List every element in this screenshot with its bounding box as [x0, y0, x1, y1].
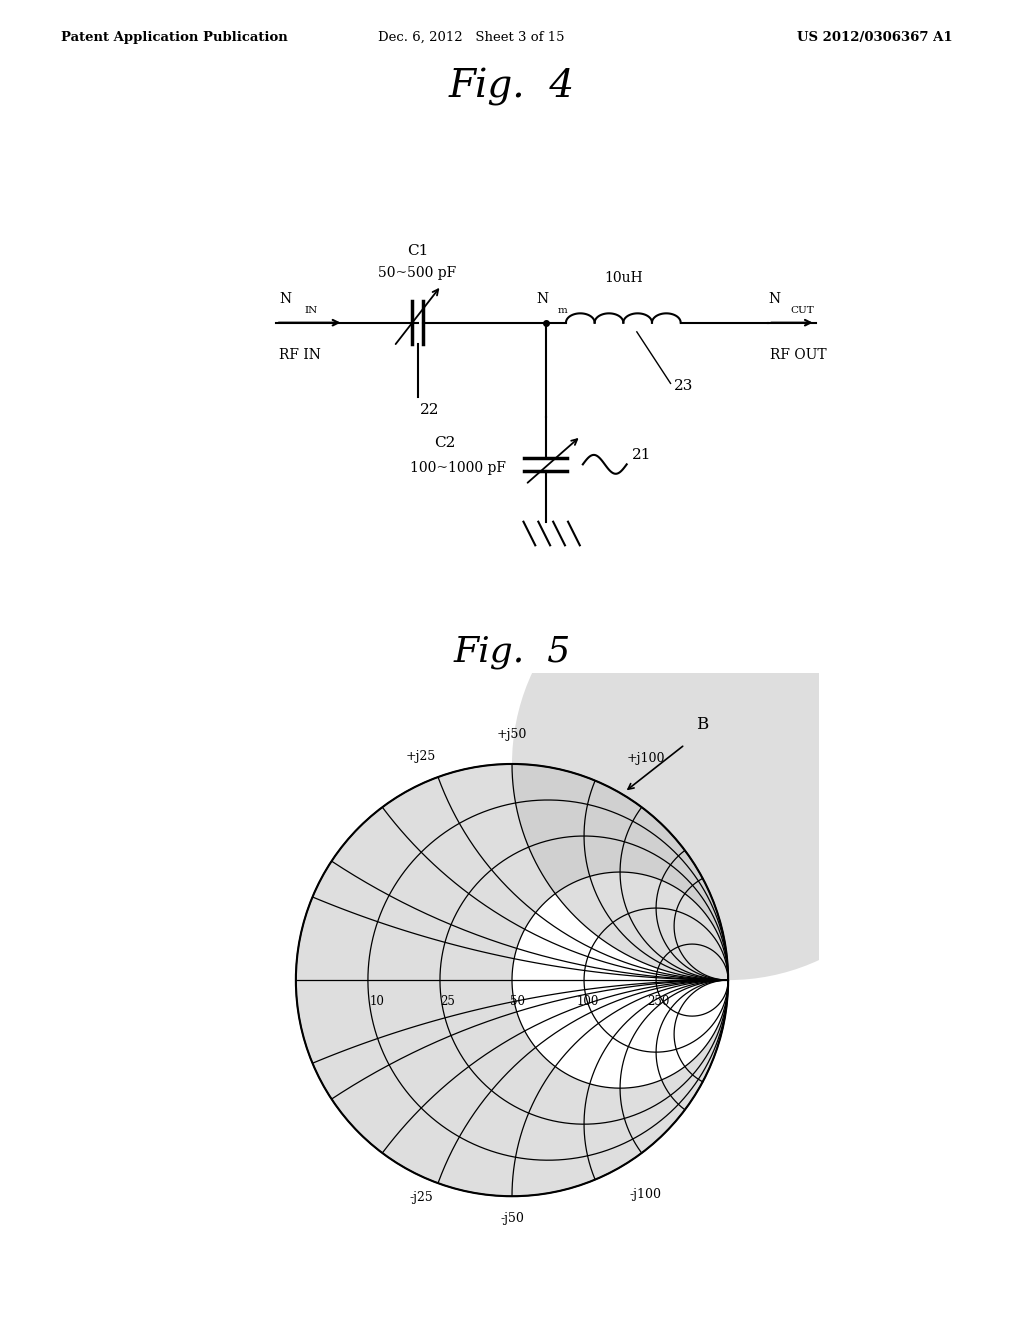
Text: 21: 21	[632, 447, 651, 462]
Text: 100: 100	[577, 995, 599, 1008]
Text: Fig.  4: Fig. 4	[449, 67, 575, 106]
Text: -j100: -j100	[630, 1188, 662, 1201]
Text: 23: 23	[674, 379, 693, 393]
Text: N: N	[280, 292, 292, 306]
Text: Dec. 6, 2012   Sheet 3 of 15: Dec. 6, 2012 Sheet 3 of 15	[378, 32, 564, 45]
Text: m: m	[558, 305, 567, 314]
Text: 100~1000 pF: 100~1000 pF	[410, 462, 506, 475]
Text: B: B	[696, 717, 709, 734]
Text: 25: 25	[439, 995, 455, 1008]
Text: 10uH: 10uH	[604, 271, 643, 285]
Text: +j25: +j25	[407, 750, 436, 763]
Circle shape	[512, 873, 728, 1088]
Text: +j100: +j100	[627, 752, 666, 764]
Text: N: N	[768, 292, 780, 306]
Text: C1: C1	[407, 244, 428, 259]
Text: US 2012/0306367 A1: US 2012/0306367 A1	[797, 32, 952, 45]
Text: 50~500 pF: 50~500 pF	[379, 265, 457, 280]
Text: 50: 50	[510, 995, 525, 1008]
Text: Patent Application Publication: Patent Application Publication	[61, 32, 288, 45]
Text: 10: 10	[370, 995, 384, 1008]
Text: +j50: +j50	[497, 729, 527, 741]
Text: RF OUT: RF OUT	[770, 348, 826, 362]
Text: Fig.  5: Fig. 5	[454, 635, 570, 669]
Text: RF IN: RF IN	[280, 348, 322, 362]
Text: IN: IN	[304, 305, 317, 314]
Text: -j50: -j50	[500, 1212, 524, 1225]
Circle shape	[296, 764, 728, 1196]
Circle shape	[512, 548, 944, 979]
Text: 22: 22	[420, 403, 439, 417]
Text: -j25: -j25	[410, 1191, 433, 1204]
Text: CUT: CUT	[790, 305, 814, 314]
Text: 250: 250	[647, 995, 669, 1008]
Text: N: N	[537, 292, 549, 306]
Text: C2: C2	[434, 437, 456, 450]
